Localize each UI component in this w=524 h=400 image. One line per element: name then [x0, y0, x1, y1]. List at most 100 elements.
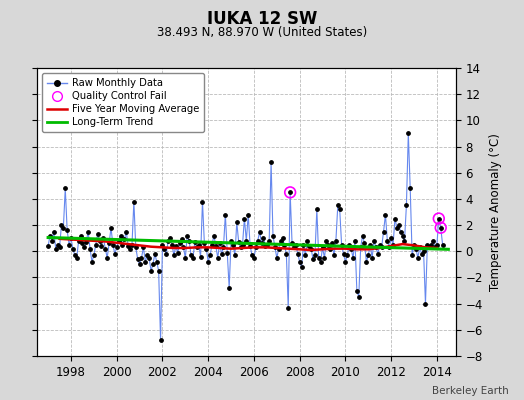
Point — [166, 235, 174, 241]
Point — [152, 258, 161, 265]
Point — [231, 252, 239, 258]
Point — [105, 240, 113, 247]
Point — [80, 244, 89, 250]
Point — [362, 258, 370, 265]
Point — [379, 228, 388, 235]
Point — [398, 232, 407, 239]
Point — [397, 228, 405, 235]
Point — [436, 224, 445, 231]
Point — [193, 244, 201, 250]
Point — [372, 244, 380, 250]
Point — [53, 242, 62, 248]
Point — [126, 246, 134, 252]
Point — [334, 202, 342, 209]
Point — [61, 185, 70, 192]
Legend: Raw Monthly Data, Quality Control Fail, Five Year Moving Average, Long-Term Tren: Raw Monthly Data, Quality Control Fail, … — [42, 73, 204, 132]
Point — [389, 242, 397, 248]
Point — [305, 243, 313, 249]
Text: 38.493 N, 88.970 W (United States): 38.493 N, 88.970 W (United States) — [157, 26, 367, 39]
Point — [252, 244, 260, 250]
Point — [392, 224, 401, 231]
Point — [151, 251, 159, 257]
Point — [353, 287, 361, 294]
Point — [208, 242, 216, 248]
Point — [147, 268, 155, 274]
Point — [408, 252, 417, 258]
Point — [358, 232, 367, 239]
Point — [267, 159, 275, 166]
Point — [108, 242, 117, 248]
Point — [145, 255, 154, 261]
Point — [44, 243, 52, 249]
Point — [246, 243, 254, 249]
Point — [275, 246, 283, 252]
Point — [77, 232, 85, 239]
Point — [46, 232, 54, 239]
Point — [183, 232, 191, 239]
Point — [116, 232, 125, 239]
Point — [377, 244, 386, 250]
Point — [179, 244, 188, 250]
Point — [160, 246, 169, 252]
Text: Berkeley Earth: Berkeley Earth — [432, 386, 508, 396]
Point — [307, 246, 315, 252]
Point — [421, 300, 430, 307]
Point — [223, 249, 232, 256]
Point — [309, 256, 317, 262]
Point — [48, 238, 56, 244]
Point — [433, 242, 441, 248]
Point — [299, 242, 308, 248]
Point — [284, 304, 292, 311]
Point — [376, 242, 384, 248]
Point — [168, 242, 176, 248]
Point — [185, 238, 193, 244]
Point — [235, 239, 243, 245]
Point — [416, 244, 424, 250]
Point — [427, 242, 435, 248]
Point — [135, 261, 144, 268]
Point — [72, 255, 81, 261]
Point — [173, 249, 182, 256]
Point — [328, 240, 336, 247]
Point — [103, 255, 112, 261]
Point — [217, 251, 226, 257]
Point — [324, 242, 332, 248]
Point — [122, 228, 130, 235]
Point — [319, 244, 327, 250]
Point — [129, 198, 138, 205]
Point — [303, 238, 311, 244]
Point — [111, 251, 119, 257]
Point — [343, 252, 352, 258]
Point — [332, 238, 340, 244]
Point — [238, 242, 247, 248]
Point — [313, 206, 321, 212]
Point — [434, 215, 443, 222]
Point — [139, 244, 148, 250]
Point — [412, 246, 420, 252]
Point — [248, 252, 256, 258]
Point — [391, 215, 399, 222]
Point — [244, 212, 253, 218]
Point — [345, 242, 353, 248]
Point — [335, 206, 344, 212]
Point — [425, 244, 433, 250]
Point — [298, 264, 306, 270]
Point — [78, 240, 86, 247]
Point — [431, 244, 439, 250]
Point — [156, 337, 165, 344]
Point — [71, 252, 79, 258]
Point — [202, 246, 211, 252]
Point — [90, 252, 98, 258]
Point — [114, 238, 123, 244]
Point — [137, 255, 146, 261]
Point — [349, 255, 357, 261]
Point — [51, 246, 60, 252]
Point — [162, 251, 170, 257]
Point — [124, 243, 133, 249]
Point — [196, 253, 205, 260]
Point — [86, 246, 94, 252]
Point — [292, 242, 300, 248]
Point — [271, 244, 279, 250]
Point — [263, 242, 271, 248]
Point — [259, 235, 268, 241]
